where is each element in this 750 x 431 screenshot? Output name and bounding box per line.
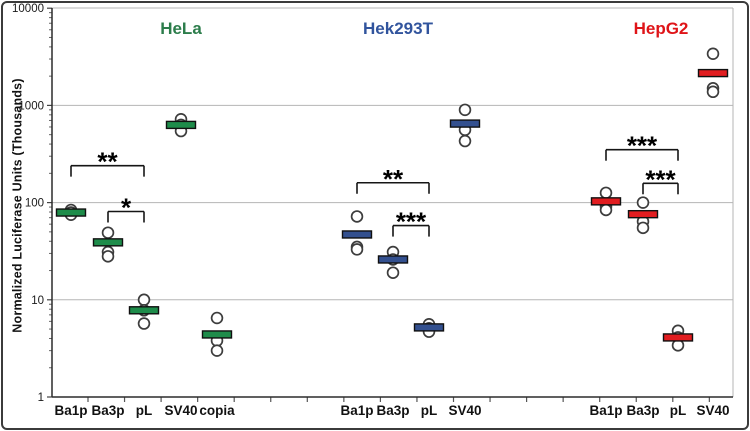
- median-bar-Hek293T-Ba1p: [341, 230, 373, 239]
- data-point-Hek293T-SV40: [458, 134, 472, 148]
- data-point-HeLa-pL: [137, 293, 151, 307]
- median-bar-HepG2-Ba3p: [627, 209, 659, 219]
- x-category-label: pL: [670, 403, 687, 418]
- median-bar-HepG2-Ba1p: [590, 197, 622, 206]
- data-point-Hek293T-Ba1p: [350, 210, 364, 223]
- data-point-HepG2-SV40: [706, 47, 720, 60]
- median-bar-Hek293T-SV40: [449, 119, 481, 128]
- data-point-HeLa-pL: [137, 317, 151, 330]
- y-axis-label: Normalized Luciferase Units (Thousands): [10, 78, 25, 333]
- x-category-label: Ba3p: [376, 403, 409, 418]
- data-point-HeLa-Ba3p: [101, 226, 115, 239]
- significance-stars: ***: [396, 207, 427, 237]
- data-point-HepG2-Ba1p: [599, 203, 613, 217]
- median-bar-HeLa-Ba1p: [55, 208, 87, 217]
- group-title: HepG2: [634, 19, 689, 38]
- y-tick-label: 1000: [18, 100, 44, 112]
- x-category-label: SV40: [696, 403, 729, 418]
- group-title: HeLa: [160, 19, 202, 38]
- data-point-Hek293T-Ba3p: [386, 266, 400, 279]
- median-bar-HeLa-Ba3p: [92, 238, 124, 247]
- data-point-HeLa-Ba3p: [101, 250, 115, 263]
- y-tick-label: 10000: [12, 3, 44, 15]
- data-point-Hek293T-SV40: [458, 103, 472, 117]
- significance-stars: ***: [627, 131, 658, 161]
- group-title: Hek293T: [363, 19, 434, 38]
- data-point-HepG2-Ba3p: [636, 196, 650, 209]
- data-point-HepG2-Ba1p: [599, 186, 613, 200]
- x-category-label: Ba3p: [626, 403, 659, 418]
- x-category-label: SV40: [448, 403, 481, 418]
- data-point-HepG2-Ba3p: [636, 221, 650, 235]
- x-category-label: copia: [199, 403, 235, 418]
- median-bar-Hek293T-Ba3p: [377, 255, 409, 264]
- median-bar-HepG2-SV40: [697, 68, 729, 78]
- median-bar-HeLa-SV40: [165, 120, 197, 130]
- significance-stars: ***: [645, 164, 676, 194]
- significance-stars: **: [97, 147, 118, 177]
- y-tick-label: 10: [31, 295, 44, 307]
- median-bar-HepG2-pL: [662, 333, 694, 342]
- significance-stars: **: [383, 164, 404, 194]
- x-category-label: Ba3p: [91, 403, 124, 418]
- data-point-Hek293T-Ba1p: [350, 243, 364, 256]
- data-point-HepG2-SV40: [706, 85, 720, 99]
- x-category-label: pL: [136, 403, 153, 418]
- y-tick-label: 1: [38, 392, 44, 404]
- x-category-label: Ba1p: [54, 403, 87, 418]
- data-point-HeLa-copia: [210, 344, 224, 357]
- x-category-label: pL: [421, 403, 438, 418]
- x-category-label: SV40: [164, 403, 197, 418]
- median-bar-Hek293T-pL: [413, 323, 445, 332]
- median-bar-HeLa-pL: [128, 306, 160, 315]
- y-tick-label: 100: [25, 198, 44, 210]
- median-bar-HeLa-copia: [201, 330, 233, 339]
- significance-stars: *: [121, 192, 132, 222]
- x-category-label: Ba1p: [589, 403, 622, 418]
- x-category-label: Ba1p: [340, 403, 373, 418]
- data-point-HeLa-copia: [210, 311, 224, 325]
